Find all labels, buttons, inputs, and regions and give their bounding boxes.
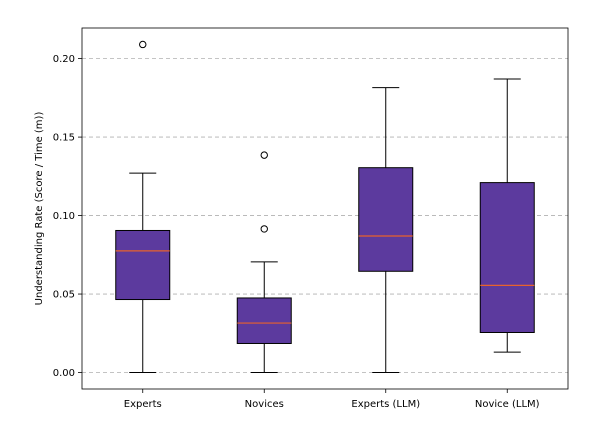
iqr-box — [236, 297, 292, 344]
iqr-box — [358, 167, 414, 272]
y-axis-label: Understanding Rate (Score / Time (m)) — [34, 112, 45, 306]
y-tick-label: 0.10 — [53, 211, 75, 222]
plot-frame — [81, 27, 569, 390]
box-group — [358, 87, 414, 374]
y-tick-label: 0.20 — [53, 54, 75, 65]
y-tick-label: 0.15 — [53, 133, 75, 144]
x-tick-label: Novices — [245, 399, 284, 410]
box-group — [236, 151, 292, 374]
boxes — [115, 40, 535, 374]
box-group — [479, 78, 535, 353]
y-tick-label: 0.05 — [53, 290, 75, 301]
axis-ticks: 0.00 0.05 0.10 0.15 0.20 Experts Novices Expert… — [53, 54, 540, 410]
iqr-box — [115, 229, 171, 301]
box-group — [115, 40, 171, 374]
outlier-point — [260, 225, 268, 233]
x-tick-label: Experts — [124, 399, 162, 410]
x-tick-label: Experts (LLM) — [351, 399, 420, 410]
outlier-point — [139, 40, 147, 49]
x-tick-label: Novice (LLM) — [475, 399, 540, 410]
iqr-box — [479, 182, 535, 333]
outlier-point — [260, 151, 268, 159]
y-tick-label: 0.00 — [53, 368, 75, 379]
